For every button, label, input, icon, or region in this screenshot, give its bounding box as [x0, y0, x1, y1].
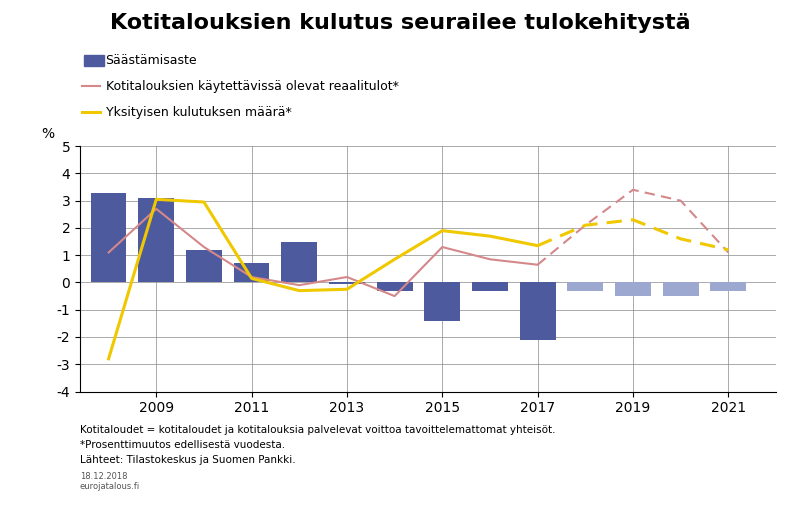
Text: Kotitaloudet = kotitaloudet ja kotitalouksia palvelevat voittoa tavoittelemattom: Kotitaloudet = kotitaloudet ja kotitalou…	[80, 425, 555, 435]
Bar	[710, 282, 746, 291]
Bar	[329, 282, 365, 284]
Text: Kotitalouksien käytettävissä olevat reaalitulot*: Kotitalouksien käytettävissä olevat reaa…	[106, 80, 398, 92]
Text: eurojatalous.fi: eurojatalous.fi	[80, 482, 140, 491]
Text: %: %	[42, 127, 55, 141]
Bar	[472, 282, 508, 291]
Bar	[186, 250, 222, 282]
Bar	[282, 242, 317, 282]
Bar	[425, 282, 460, 321]
Text: Lähteet: Tilastokeskus ja Suomen Pankki.: Lähteet: Tilastokeskus ja Suomen Pankki.	[80, 455, 296, 465]
Bar	[662, 282, 698, 296]
Bar	[90, 193, 126, 282]
Bar	[234, 264, 270, 282]
Bar	[377, 282, 413, 291]
Text: Kotitalouksien kulutus seurailee tulokehitystä: Kotitalouksien kulutus seurailee tulokeh…	[110, 13, 690, 33]
Text: 18.12.2018: 18.12.2018	[80, 472, 127, 481]
Bar	[567, 282, 603, 291]
Text: *Prosenttimuutos edellisestä vuodesta.: *Prosenttimuutos edellisestä vuodesta.	[80, 440, 285, 450]
Bar	[138, 198, 174, 282]
Bar	[615, 282, 651, 296]
Text: Yksityisen kulutuksen määrä*: Yksityisen kulutuksen määrä*	[106, 106, 291, 118]
Bar	[520, 282, 555, 340]
Text: Säästämisaste: Säästämisaste	[106, 54, 198, 66]
